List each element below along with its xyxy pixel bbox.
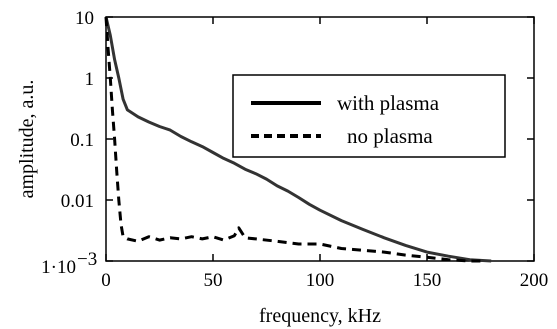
y-axis-title: amplitude, a.u. <box>16 80 38 199</box>
series-line-no-plasma <box>104 16 481 263</box>
y-tick-label: 0.01 <box>61 191 94 212</box>
y-tick-label: 10 <box>75 8 94 29</box>
x-axis-title: frequency, kHz <box>259 305 381 327</box>
x-tick-label: 100 <box>306 270 335 291</box>
x-tick-label: 150 <box>413 270 442 291</box>
y-axis-ticks: 1·10 −3 0.01 0.1 1 10 <box>41 8 534 278</box>
legend: with plasma no plasma <box>232 74 506 158</box>
x-tick-label: 50 <box>204 270 223 291</box>
legend-box <box>232 74 506 158</box>
y-tick-exponent: −3 <box>77 249 97 270</box>
x-tick-label: 200 <box>520 270 549 291</box>
y-tick-label: 0.1 <box>70 130 94 151</box>
x-tick-label: 0 <box>101 270 111 291</box>
series-line-with-plasma <box>104 16 492 263</box>
series-layer <box>104 16 492 263</box>
y-tick-label: 1 <box>85 69 95 90</box>
legend-label-no-plasma: no plasma <box>347 124 433 148</box>
legend-label-with-plasma: with plasma <box>337 91 440 115</box>
y-tick-label: 1·10 <box>41 257 76 278</box>
x-axis-ticks: 0 50 100 150 200 <box>101 17 548 291</box>
